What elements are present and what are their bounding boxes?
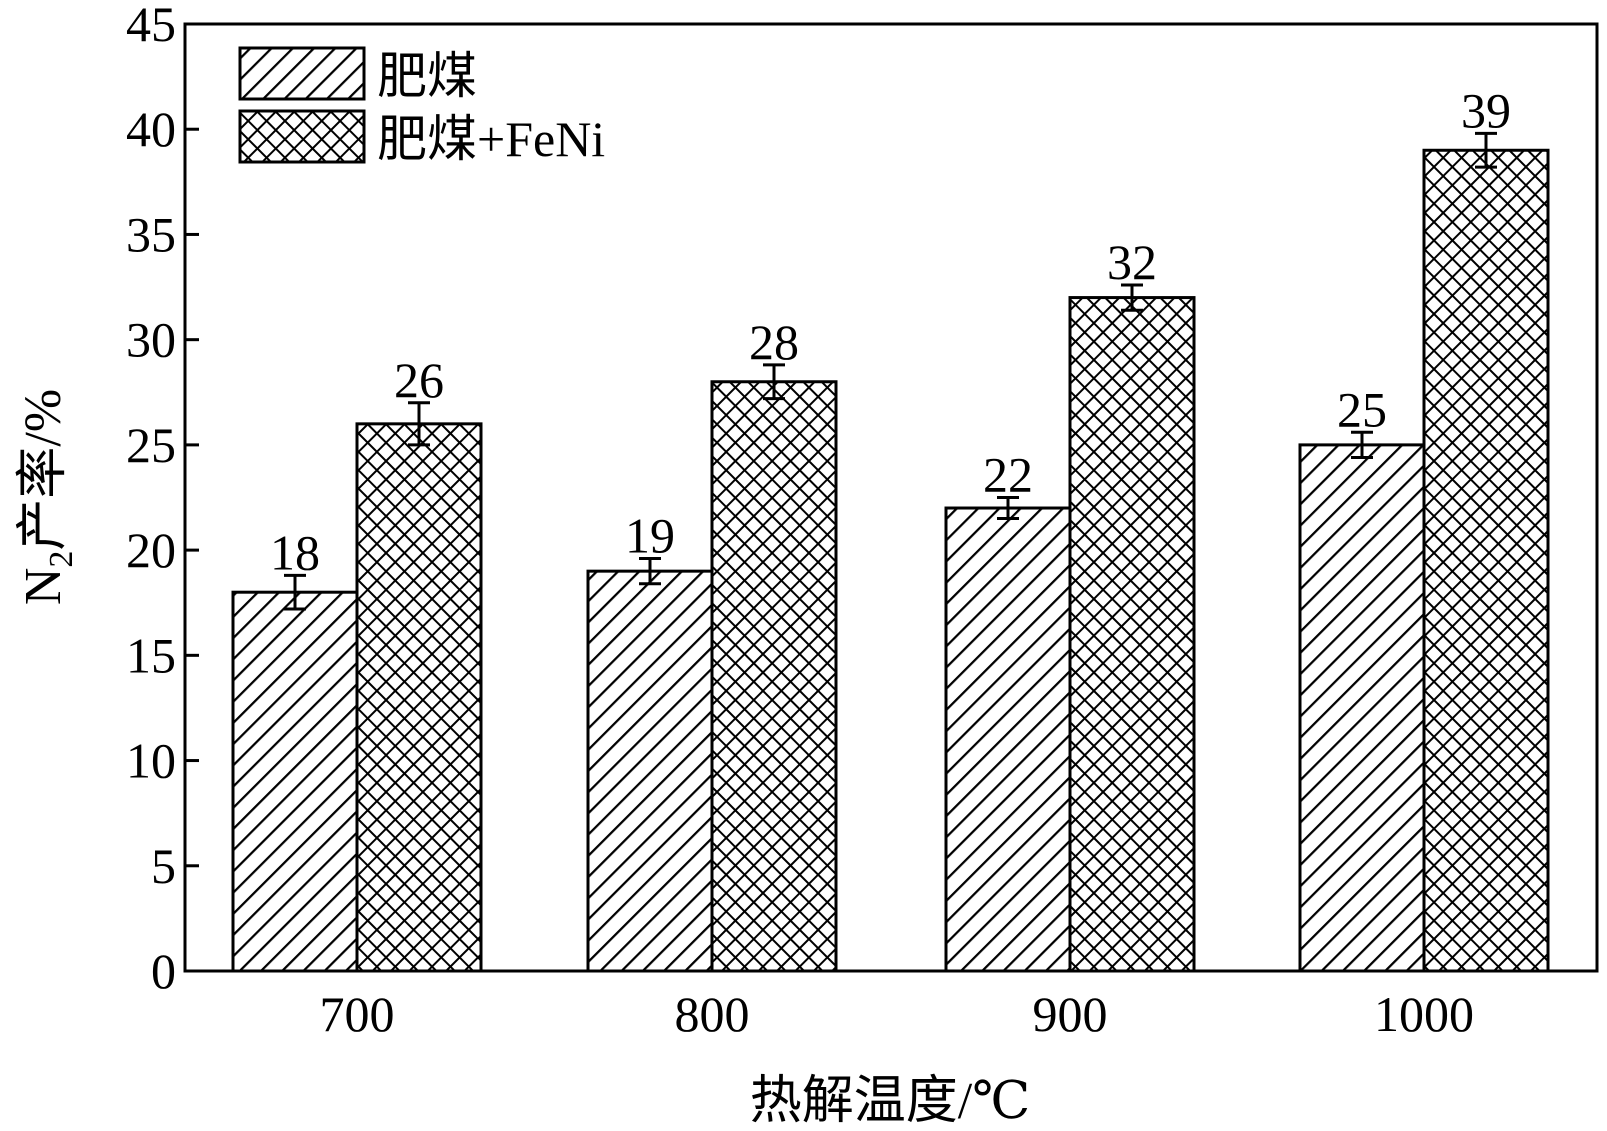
bars <box>231 148 1550 973</box>
plot-frame <box>183 22 1599 973</box>
error-bar-series-2-700 <box>408 401 430 447</box>
y-tick-label: 10 <box>126 733 176 789</box>
error-bar-series-1-1000 <box>1351 430 1373 460</box>
bar-series-2-800 <box>710 380 838 973</box>
y-tick-label: 35 <box>126 206 176 262</box>
bar-series-1-800 <box>586 569 714 973</box>
bar-series-2-1000 <box>1422 148 1550 973</box>
y-tick-label: 25 <box>126 417 176 473</box>
y-tick-label: 5 <box>151 838 176 894</box>
legend: 肥煤 肥煤+FeNi <box>238 46 605 167</box>
x-tick-label-700: 700 <box>320 986 395 1042</box>
x-tick-label-900: 900 <box>1033 986 1108 1042</box>
y-axis-title-main: N <box>15 568 72 606</box>
y-axis-title-rest: 产率/% <box>15 389 72 551</box>
y-axis: 0 5 10 15 20 25 30 35 40 45 <box>126 0 199 999</box>
y-tick-label: 0 <box>151 943 176 999</box>
error-bar-series-2-800 <box>763 363 785 401</box>
data-label-series-1-700: 18 <box>270 524 320 580</box>
y-tick-label: 15 <box>126 627 176 683</box>
x-tick-label-800: 800 <box>675 986 750 1042</box>
data-label-series-2-700: 26 <box>394 352 444 408</box>
bar-series-1-1000 <box>1298 443 1426 973</box>
data-label-series-1-900: 22 <box>983 447 1033 503</box>
legend-swatch-series-1 <box>238 46 366 101</box>
data-label-series-1-800: 19 <box>625 508 675 564</box>
data-label-series-2-1000: 39 <box>1461 82 1511 138</box>
y-tick-label: 45 <box>126 0 176 52</box>
y-tick-label: 20 <box>126 522 176 578</box>
legend-swatch-series-2 <box>238 109 366 164</box>
y-tick-label: 30 <box>126 312 176 368</box>
x-tick-label-1000: 1000 <box>1374 986 1474 1042</box>
data-labels: 18 26 19 28 22 32 25 39 <box>270 82 1511 580</box>
data-label-series-1-1000: 25 <box>1337 381 1387 437</box>
data-label-series-2-900: 32 <box>1107 234 1157 290</box>
x-axis-title: 热解温度/℃ <box>750 1073 1031 1130</box>
bar-series-1-700 <box>231 590 359 973</box>
error-bar-series-2-900 <box>1121 283 1143 312</box>
error-bar-series-2-1000 <box>1475 131 1497 169</box>
y-axis-title-subscript: 2 <box>43 551 80 568</box>
y-tick-label: 40 <box>126 101 176 157</box>
data-label-series-2-800: 28 <box>749 314 799 370</box>
y-axis-title: N2产率/% <box>15 389 80 605</box>
bar-series-2-900 <box>1068 296 1196 973</box>
bar-series-1-900 <box>944 506 1072 973</box>
error-bars <box>284 131 1497 611</box>
legend-label-series-1: 肥煤 <box>377 48 477 104</box>
legend-label-series-2: 肥煤+FeNi <box>377 111 605 167</box>
error-bar-series-1-700 <box>284 573 306 611</box>
error-bar-series-1-800 <box>639 557 661 586</box>
bar-series-2-700 <box>355 422 483 973</box>
error-bar-series-1-900 <box>997 496 1019 521</box>
